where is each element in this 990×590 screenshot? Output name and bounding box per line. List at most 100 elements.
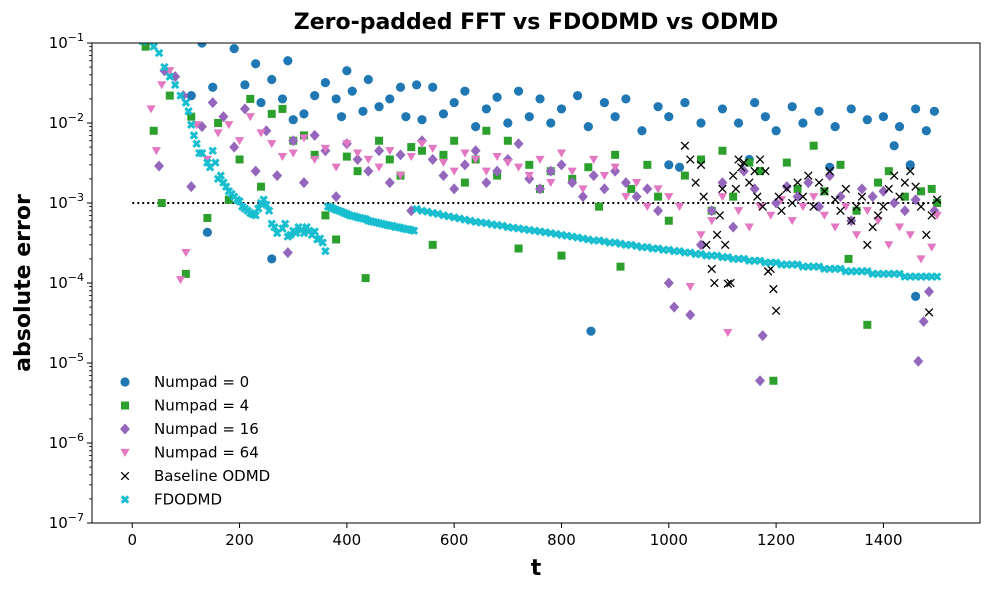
data-point xyxy=(363,74,373,85)
data-point xyxy=(852,202,861,211)
data-point xyxy=(621,94,631,104)
data-point xyxy=(197,43,207,48)
data-point xyxy=(642,183,653,195)
data-point xyxy=(428,240,437,249)
data-point xyxy=(910,194,921,206)
legend-label: Numpad = 64 xyxy=(154,444,259,462)
data-point xyxy=(310,227,319,236)
data-point xyxy=(417,146,426,155)
data-point xyxy=(503,118,513,128)
data-point xyxy=(395,82,406,92)
data-point xyxy=(524,112,534,122)
data-point xyxy=(459,159,470,171)
data-point xyxy=(546,118,556,128)
data-point xyxy=(556,149,567,158)
data-point xyxy=(412,80,422,90)
data-point xyxy=(696,118,706,128)
data-point xyxy=(202,227,212,237)
data-point xyxy=(798,192,808,201)
data-point xyxy=(913,355,924,367)
data-point xyxy=(758,202,767,211)
data-point xyxy=(851,231,862,240)
data-point xyxy=(470,145,481,157)
data-point xyxy=(863,267,872,276)
data-point xyxy=(567,177,578,189)
data-point xyxy=(674,162,685,172)
legend-item: Baseline ODMD xyxy=(120,467,270,485)
data-point xyxy=(905,166,915,176)
data-point xyxy=(375,136,384,145)
series-5 xyxy=(138,43,942,281)
data-point xyxy=(707,264,716,274)
y-tick-label: 10−4 xyxy=(49,271,84,292)
data-point xyxy=(664,193,674,202)
data-point xyxy=(723,252,733,262)
data-point xyxy=(643,242,652,252)
data-point xyxy=(224,195,233,204)
data-point xyxy=(745,158,754,167)
data-point xyxy=(680,141,690,150)
data-point xyxy=(595,202,604,211)
data-point xyxy=(836,264,845,274)
data-point xyxy=(352,149,363,158)
data-point xyxy=(809,202,818,211)
data-point xyxy=(385,155,394,164)
data-point xyxy=(664,160,674,170)
data-point xyxy=(385,94,395,104)
data-point xyxy=(766,211,776,220)
data-point xyxy=(921,126,931,136)
data-point xyxy=(224,121,234,130)
x-tick-label: 400 xyxy=(333,531,362,549)
data-point xyxy=(556,104,567,114)
data-point xyxy=(867,191,878,203)
data-point xyxy=(927,184,936,193)
data-point xyxy=(165,91,174,100)
data-point xyxy=(771,197,782,209)
data-point xyxy=(696,249,706,259)
data-point xyxy=(358,106,368,116)
data-point xyxy=(395,172,406,181)
data-point xyxy=(884,241,894,250)
data-point xyxy=(653,102,663,112)
data-point xyxy=(878,185,889,197)
data-point xyxy=(844,254,853,263)
data-point xyxy=(557,251,566,260)
data-point xyxy=(685,309,696,321)
data-point xyxy=(723,328,733,337)
data-point xyxy=(503,136,512,145)
data-point xyxy=(254,204,263,213)
data-point xyxy=(642,203,652,212)
y-tick-label: 10−3 xyxy=(49,191,84,212)
data-point xyxy=(245,113,255,122)
data-point xyxy=(229,44,239,54)
data-point xyxy=(460,178,469,187)
data-point xyxy=(309,129,320,141)
data-point xyxy=(761,166,770,176)
data-point xyxy=(723,279,733,288)
legend-item: Numpad = 64 xyxy=(120,444,259,462)
data-point xyxy=(787,102,797,112)
data-point xyxy=(331,191,342,203)
data-point xyxy=(781,181,792,193)
data-point xyxy=(186,91,196,101)
data-point xyxy=(825,166,835,176)
data-point xyxy=(336,112,347,122)
data-point xyxy=(717,104,728,114)
data-point xyxy=(599,97,610,108)
data-point xyxy=(267,109,276,118)
data-point xyxy=(782,158,791,167)
data-point xyxy=(409,226,419,236)
data-point xyxy=(572,91,583,101)
data-point xyxy=(498,221,507,230)
data-point xyxy=(423,207,432,216)
data-point xyxy=(320,77,331,88)
data-point xyxy=(680,171,689,180)
data-point xyxy=(675,246,684,256)
data-point xyxy=(874,178,883,187)
data-point xyxy=(830,223,840,232)
data-point xyxy=(900,192,909,201)
data-point xyxy=(734,155,743,164)
data-point xyxy=(216,171,226,180)
data-point xyxy=(750,166,759,176)
data-point xyxy=(218,111,229,123)
